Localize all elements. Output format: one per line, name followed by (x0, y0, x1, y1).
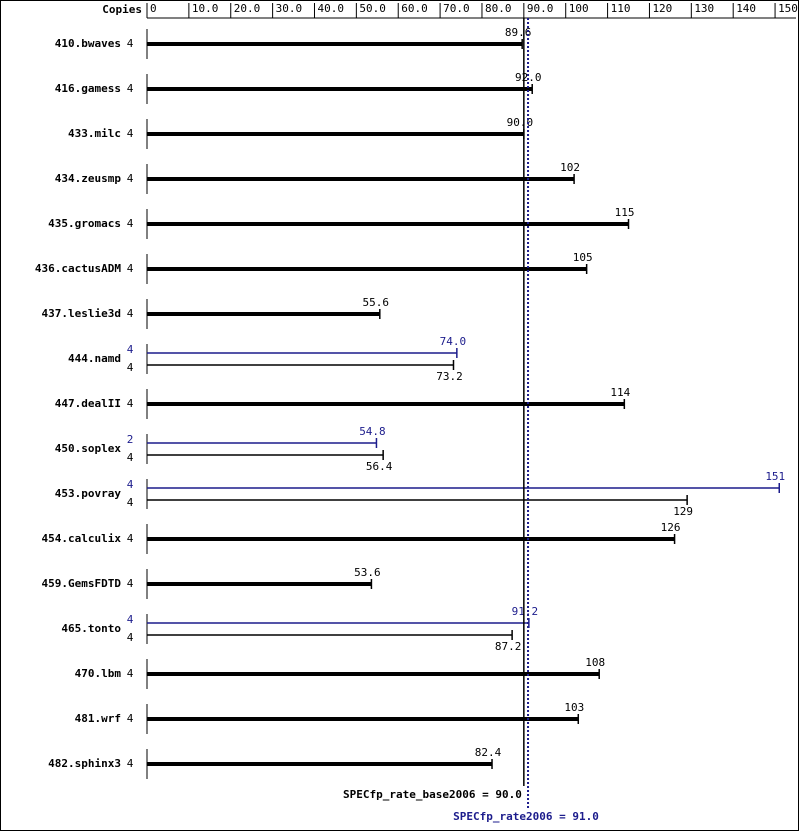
benchmark-name: 482.sphinx3 (48, 757, 121, 770)
value-label: 103 (564, 701, 584, 714)
value-label: 55.6 (363, 296, 390, 309)
benchmark-name: 416.gamess (55, 82, 121, 95)
value-label: 54.8 (359, 425, 386, 438)
benchmark-name: 470.lbm (75, 667, 122, 680)
x-tick-label: 120 (652, 2, 672, 15)
value-label: 105 (573, 251, 593, 264)
benchmark-name: 410.bwaves (55, 37, 121, 50)
benchmark-name: 436.cactusADM (35, 262, 121, 275)
copies: 4 (127, 397, 134, 410)
value-label: 102 (560, 161, 580, 174)
value-label: 56.4 (366, 460, 393, 473)
benchmark-name: 481.wrf (75, 712, 121, 725)
copies: 4 (127, 82, 134, 95)
value-label: 115 (615, 206, 635, 219)
copies: 2 (127, 433, 134, 446)
x-tick-label: 110 (611, 2, 631, 15)
x-tick-label: 50.0 (359, 2, 386, 15)
value-label: 90.0 (507, 116, 534, 129)
copies: 4 (127, 631, 134, 644)
value-label: 73.2 (436, 370, 463, 383)
x-tick-label: 20.0 (234, 2, 261, 15)
copies: 4 (127, 343, 134, 356)
benchmark-name: 454.calculix (42, 532, 122, 545)
value-label: 129 (673, 505, 693, 518)
value-label: 92.0 (515, 71, 542, 84)
value-label: 114 (610, 386, 630, 399)
copies: 4 (127, 307, 134, 320)
benchmark-name: 450.soplex (55, 442, 122, 455)
value-label: 126 (661, 521, 681, 534)
copies: 4 (127, 217, 134, 230)
benchmark-name: 459.GemsFDTD (42, 577, 122, 590)
copies: 4 (127, 37, 134, 50)
x-tick-label: 30.0 (276, 2, 303, 15)
reference-label: SPECfp_rate2006 = 91.0 (453, 810, 599, 823)
x-tick-label: 100 (569, 2, 589, 15)
value-label: 82.4 (475, 746, 502, 759)
x-tick-label: 60.0 (401, 2, 428, 15)
benchmark-name: 434.zeusmp (55, 172, 122, 185)
copies: 4 (127, 667, 134, 680)
copies: 4 (127, 478, 134, 491)
benchmark-name: 433.milc (68, 127, 121, 140)
copies: 4 (127, 712, 134, 725)
value-label: 151 (765, 470, 785, 483)
reference-label: SPECfp_rate_base2006 = 90.0 (343, 788, 522, 801)
benchmark-name: 435.gromacs (48, 217, 121, 230)
benchmark-name: 444.namd (68, 352, 121, 365)
copies: 4 (127, 613, 134, 626)
copies: 4 (127, 451, 134, 464)
x-tick-label: 70.0 (443, 2, 470, 15)
value-label: 89.6 (505, 26, 532, 39)
value-label: 91.2 (512, 605, 539, 618)
x-tick-label: 90.0 (527, 2, 554, 15)
copies: 4 (127, 361, 134, 374)
copies: 4 (127, 757, 134, 770)
x-tick-label: 80.0 (485, 2, 512, 15)
value-label: 87.2 (495, 640, 522, 653)
copies: 4 (127, 262, 134, 275)
value-label: 108 (585, 656, 605, 669)
copies: 4 (127, 577, 134, 590)
copies: 4 (127, 172, 134, 185)
x-tick-label: 10.0 (192, 2, 219, 15)
x-tick-label: 40.0 (317, 2, 344, 15)
benchmark-name: 447.dealII (55, 397, 121, 410)
value-label: 74.0 (440, 335, 467, 348)
x-tick-label: 150 (778, 2, 798, 15)
x-tick-label: 0 (150, 2, 157, 15)
copies: 4 (127, 496, 134, 509)
benchmark-name: 437.leslie3d (42, 307, 121, 320)
x-tick-label: 140 (736, 2, 756, 15)
benchmark-name: 453.povray (55, 487, 122, 500)
x-tick-label: 130 (694, 2, 714, 15)
copies: 4 (127, 532, 134, 545)
copies-header: Copies (102, 3, 142, 16)
copies: 4 (127, 127, 134, 140)
benchmark-name: 465.tonto (61, 622, 121, 635)
value-label: 53.6 (354, 566, 381, 579)
